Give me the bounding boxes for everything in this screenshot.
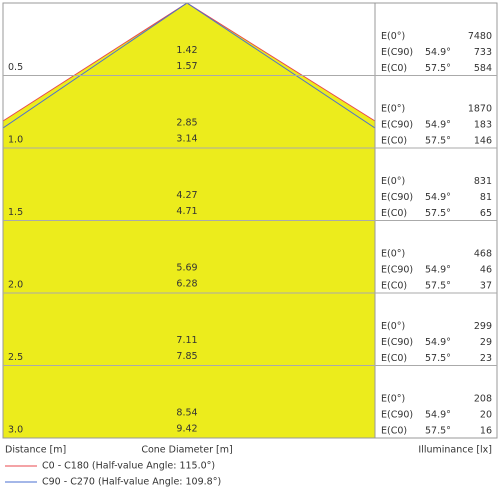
illuminance-value: 831	[474, 176, 492, 187]
illuminance-value: 16	[480, 426, 492, 437]
illuminance-angle: 57.5°	[425, 426, 451, 437]
illuminance-angle: 57.5°	[425, 281, 451, 292]
cone-diameter: 6.28	[176, 279, 197, 290]
illuminance-value: 468	[474, 249, 492, 260]
illuminance-label: E(0°)	[381, 249, 405, 260]
distance: 2.5	[8, 352, 23, 363]
cone-diameter: 7.85	[176, 351, 197, 362]
cone-diameter: 9.42	[176, 424, 197, 435]
illuminance-label: E(C0)	[381, 353, 407, 364]
illuminance-label: E(C90)	[381, 120, 413, 131]
cone-diameter: 4.27	[176, 190, 197, 201]
distance: 1.0	[8, 135, 23, 146]
illuminance-label: E(C0)	[381, 63, 407, 74]
cone-edge-c0	[2, 2, 188, 122]
cone-diameter: 3.14	[176, 134, 197, 145]
legend-label: C0 - C180 (Half-value Angle: 115.0°)	[42, 461, 215, 472]
illuminance-value: 208	[474, 394, 492, 405]
cone-edge-c90	[186, 2, 376, 129]
legend-label: C90 - C270 (Half-value Angle: 109.8°)	[42, 477, 221, 488]
footer-label: Illuminance [lx]	[418, 445, 492, 456]
cone-diameter: 1.57	[176, 61, 197, 72]
illuminance-label: E(0°)	[381, 104, 405, 115]
illuminance-value: 81	[480, 192, 492, 203]
illuminance-angle: 54.9°	[425, 265, 451, 276]
illuminance-label: E(C0)	[381, 426, 407, 437]
illuminance-value: 20	[480, 410, 492, 421]
illuminance-value: 146	[474, 136, 492, 147]
illuminance-label: E(0°)	[381, 176, 405, 187]
illuminance-value: 29	[480, 337, 492, 348]
cone-diameter: 5.69	[176, 263, 197, 274]
illuminance-value: 1870	[468, 104, 492, 115]
illuminance-value: 584	[474, 63, 492, 74]
illuminance-value: 183	[474, 120, 492, 131]
illuminance-value: 7480	[468, 31, 492, 42]
cone-edge-c90	[2, 2, 188, 129]
illuminance-value: 37	[480, 281, 492, 292]
illuminance-label: E(0°)	[381, 394, 405, 405]
cone-edge-c0	[186, 2, 376, 122]
cone-diameter: 7.11	[176, 335, 197, 346]
illuminance-label: E(C90)	[381, 410, 413, 421]
illuminance-label: E(0°)	[381, 321, 405, 332]
illuminance-value: 23	[480, 353, 492, 364]
illuminance-label: E(C0)	[381, 136, 407, 147]
illuminance-angle: 54.9°	[425, 192, 451, 203]
cone-diameter: 1.42	[176, 45, 197, 56]
footer-label: Cone Diameter [m]	[141, 445, 232, 456]
illuminance-label: E(C90)	[381, 192, 413, 203]
illuminance-label: E(C0)	[381, 208, 407, 219]
illuminance-label: E(C90)	[381, 265, 413, 276]
cone-diameter: 2.85	[176, 118, 197, 129]
illuminance-angle: 57.5°	[425, 136, 451, 147]
distance: 1.5	[8, 207, 23, 218]
footer-label: Distance [m]	[5, 445, 66, 456]
illuminance-angle: 57.5°	[425, 353, 451, 364]
distance: 2.0	[8, 280, 23, 291]
illuminance-angle: 54.9°	[425, 47, 451, 58]
illuminance-value: 65	[480, 208, 492, 219]
illuminance-label: E(C90)	[381, 47, 413, 58]
illuminance-label: E(C90)	[381, 337, 413, 348]
illuminance-value: 733	[474, 47, 492, 58]
illuminance-value: 299	[474, 321, 492, 332]
illuminance-label: E(0°)	[381, 31, 405, 42]
illuminance-angle: 54.9°	[425, 410, 451, 421]
illuminance-angle: 57.5°	[425, 63, 451, 74]
illuminance-label: E(C0)	[381, 281, 407, 292]
illuminance-angle: 54.9°	[425, 120, 451, 131]
illuminance-value: 46	[480, 265, 492, 276]
illuminance-angle: 54.9°	[425, 337, 451, 348]
cone-diameter: 4.71	[176, 206, 197, 217]
distance: 0.5	[8, 62, 23, 73]
illuminance-angle: 57.5°	[425, 208, 451, 219]
distance: 3.0	[8, 425, 23, 436]
cone-diameter: 8.54	[176, 408, 197, 419]
